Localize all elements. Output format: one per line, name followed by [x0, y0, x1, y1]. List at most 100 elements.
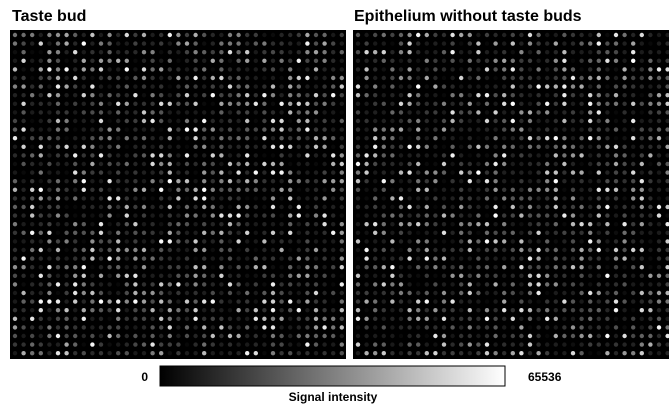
- spot: [519, 118, 524, 124]
- spot: [21, 93, 26, 98]
- spot: [116, 333, 121, 339]
- spot: [390, 161, 395, 167]
- spot: [150, 351, 155, 356]
- spot: [47, 118, 52, 124]
- spot: [665, 196, 669, 201]
- spot: [245, 351, 250, 356]
- spot: [262, 75, 267, 81]
- spot: [167, 179, 172, 184]
- spot: [605, 290, 610, 296]
- spot: [381, 204, 386, 210]
- spot: [613, 196, 619, 201]
- spot: [236, 127, 241, 132]
- spot: [373, 170, 378, 175]
- spot: [331, 118, 336, 124]
- spot: [459, 333, 464, 339]
- spot: [665, 93, 669, 98]
- spot: [288, 351, 293, 356]
- spot: [21, 161, 26, 167]
- spot: [424, 127, 429, 132]
- spot: [167, 265, 172, 270]
- spot: [373, 50, 378, 55]
- spot: [270, 67, 276, 72]
- spot: [631, 299, 636, 304]
- spot: [305, 67, 310, 72]
- spot: [64, 325, 69, 330]
- spot: [493, 153, 498, 158]
- spot: [476, 41, 481, 46]
- spot: [588, 308, 593, 313]
- spot: [467, 161, 472, 167]
- spot: [227, 75, 233, 81]
- spot: [588, 204, 593, 210]
- spot: [510, 144, 515, 149]
- spot: [502, 153, 507, 158]
- spot: [270, 333, 276, 339]
- spot: [227, 58, 233, 63]
- spot: [364, 265, 369, 270]
- spot: [416, 32, 421, 38]
- spot: [124, 299, 129, 304]
- spot: [390, 187, 395, 192]
- spot: [202, 325, 207, 330]
- spot: [141, 41, 147, 46]
- spot: [502, 351, 507, 356]
- spot: [570, 290, 576, 296]
- spot: [331, 58, 336, 63]
- spot: [305, 136, 310, 141]
- spot: [21, 179, 26, 184]
- spot: [322, 290, 327, 296]
- spot: [219, 342, 224, 347]
- spot: [313, 273, 319, 278]
- spot: [648, 196, 653, 201]
- spot: [116, 239, 121, 244]
- spot: [424, 204, 429, 210]
- spot: [331, 153, 336, 158]
- spot: [639, 41, 644, 46]
- spot: [364, 93, 369, 98]
- spot: [398, 75, 404, 81]
- spot: [484, 187, 490, 192]
- spot: [476, 213, 481, 218]
- spot: [665, 32, 669, 38]
- spot: [38, 325, 43, 330]
- spot: [124, 161, 129, 167]
- spot: [639, 316, 644, 321]
- spot: [47, 342, 52, 347]
- spot: [588, 50, 593, 55]
- spot: [227, 179, 233, 184]
- spot: [313, 265, 319, 270]
- spot: [262, 265, 267, 270]
- spot: [656, 230, 662, 235]
- spot: [476, 58, 481, 63]
- spot: [236, 273, 241, 278]
- spot: [98, 153, 104, 158]
- spot: [441, 308, 447, 313]
- spot: [141, 299, 147, 304]
- spot: [288, 187, 293, 192]
- spot: [588, 342, 593, 347]
- spot: [656, 84, 662, 89]
- spot: [484, 50, 490, 55]
- spot: [424, 32, 429, 38]
- spot: [107, 32, 112, 38]
- spot: [262, 41, 267, 46]
- spot: [210, 144, 215, 149]
- spot: [30, 351, 35, 356]
- spot: [562, 41, 567, 46]
- spot: [622, 67, 627, 72]
- spot: [476, 256, 481, 261]
- spot: [339, 144, 344, 149]
- spot: [150, 101, 155, 107]
- spot: [150, 299, 155, 304]
- spot: [245, 333, 250, 339]
- spot: [665, 144, 669, 149]
- spot: [484, 351, 490, 356]
- spot: [322, 239, 327, 244]
- spot: [73, 110, 78, 115]
- spot: [236, 101, 241, 107]
- spot: [141, 265, 147, 270]
- spot: [124, 179, 129, 184]
- spot: [270, 222, 276, 227]
- spot: [502, 342, 507, 347]
